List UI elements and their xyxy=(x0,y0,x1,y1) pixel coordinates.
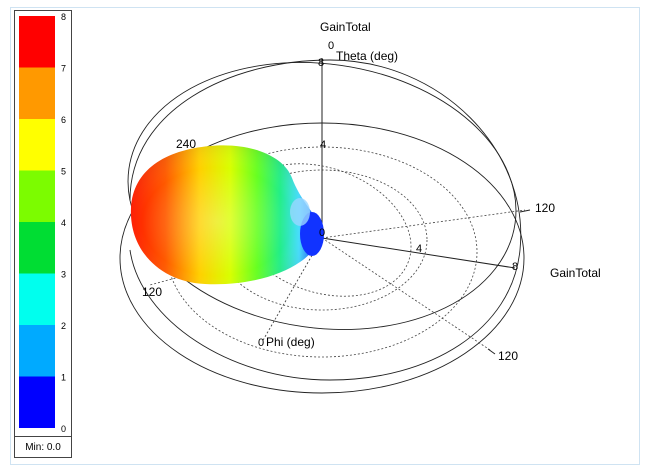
angle-label-120-bottom: 120 xyxy=(498,349,518,363)
inner-ring-2 xyxy=(232,163,412,297)
phi-origin-tick: 0 xyxy=(258,337,264,349)
plot-frame xyxy=(10,7,640,465)
legend-band xyxy=(19,119,55,171)
legend-tick-label: 0 xyxy=(61,424,66,434)
top-origin-tick: 0 xyxy=(328,40,334,52)
center-tick-0: 0 xyxy=(319,227,325,239)
outer-meridian-ring xyxy=(129,59,522,381)
tick-120-bottom xyxy=(487,348,496,355)
legend-tick-label: 1 xyxy=(61,373,66,383)
diag-axis-1 xyxy=(321,209,526,239)
legend-tick-label: 5 xyxy=(61,167,66,177)
color-legend: 8 7 6 5 4 3 2 1 0 Min: 0.0 xyxy=(14,10,72,458)
legend-tick-label: 7 xyxy=(61,64,66,74)
vertical-tick-4: 4 xyxy=(320,139,326,151)
diag-axis-2 xyxy=(321,237,491,351)
legend-tick-label: 6 xyxy=(61,115,66,125)
top-axis-title: GainTotal xyxy=(320,20,371,34)
color-scale-bar: 8 7 6 5 4 3 2 1 0 xyxy=(19,12,66,434)
lobe-root-highlight xyxy=(290,198,310,226)
theta-label: Theta (deg) xyxy=(336,49,398,63)
angle-label-120-left: 120 xyxy=(142,285,162,299)
legend-band xyxy=(19,170,55,222)
tick-120-right xyxy=(519,209,531,213)
outer-vertical-ring xyxy=(127,62,517,330)
legend-band xyxy=(19,222,55,274)
legend-band xyxy=(19,376,55,428)
legend-band xyxy=(19,67,55,119)
radial-tick-4: 4 xyxy=(416,243,422,255)
angle-label-120-right: 120 xyxy=(535,201,555,215)
radial-tick-8: 8 xyxy=(512,261,518,273)
legend-band xyxy=(19,273,55,325)
phi-label: Phi (deg) xyxy=(266,335,315,349)
radial-axis xyxy=(321,237,516,269)
legend-band xyxy=(19,325,55,377)
legend-band xyxy=(19,16,55,68)
legend-tick-label: 8 xyxy=(61,12,66,22)
angle-label-240: 240 xyxy=(176,137,196,151)
legend-tick-label: 4 xyxy=(61,218,66,228)
lobe-shading xyxy=(130,145,322,285)
legend-tick-label: 2 xyxy=(61,321,66,331)
vertical-tick-8: 8 xyxy=(318,57,324,69)
radial-axis-title: GainTotal xyxy=(550,266,601,280)
legend-tick-label: 3 xyxy=(61,270,66,280)
min-value-label: Min: 0.0 xyxy=(15,436,71,457)
